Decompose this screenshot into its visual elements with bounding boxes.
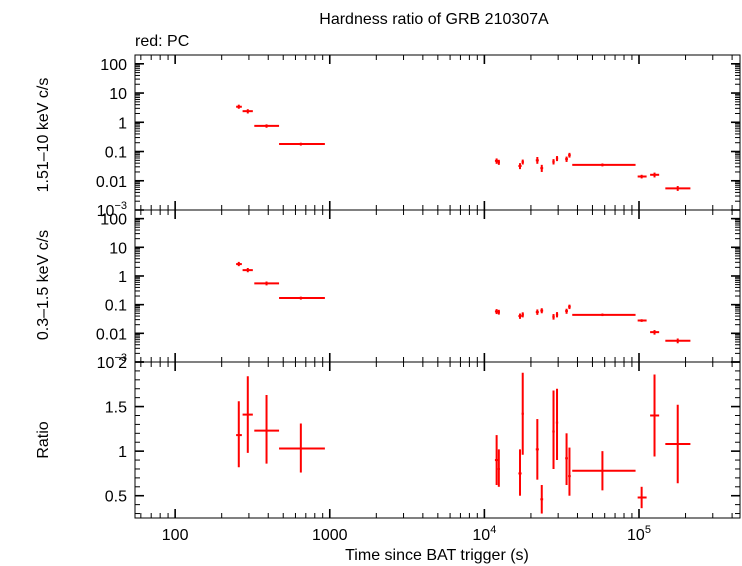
data-point-soft (494, 309, 499, 315)
data-point-hard (565, 156, 568, 162)
y-tick-label: 1.5 (105, 400, 127, 417)
data-point-ratio (637, 486, 647, 509)
plot-layer: 1001010.10.0110−31001010.10.0110−30.511.… (96, 54, 741, 544)
data-point-ratio (568, 447, 571, 496)
panel-frame-hard (134, 54, 741, 211)
panel-frame-ratio (134, 361, 741, 519)
data-point-soft (568, 304, 571, 310)
data-point-soft (565, 308, 568, 314)
x-tick-label: 1000 (312, 527, 348, 544)
data-point-hard (242, 109, 253, 114)
data-point-hard (665, 186, 691, 191)
data-point-hard (535, 156, 539, 164)
data-point-soft (540, 308, 544, 314)
data-point-hard (572, 163, 636, 167)
data-point-soft (279, 296, 325, 300)
data-point-soft (665, 338, 691, 344)
data-point-soft (497, 309, 500, 315)
data-point-hard (521, 159, 524, 165)
data-point-soft (572, 313, 636, 317)
y-tick-label: 1 (118, 444, 127, 461)
data-point-ratio (552, 390, 555, 469)
data-point-hard (650, 172, 660, 178)
data-point-hard (568, 152, 571, 158)
y-tick-label: 0.1 (105, 145, 127, 162)
x-axis-label: Time since BAT trigger (s) (345, 547, 529, 564)
data-point-soft (637, 319, 647, 322)
data-point-ratio (279, 423, 325, 473)
y-tick-label: 1 (118, 269, 127, 286)
data-point-soft (552, 314, 555, 320)
y-label-ratio: Ratio (35, 421, 52, 458)
data-point-soft (236, 261, 242, 267)
y-label-hard: 1.51–10 keV c/s (35, 78, 52, 193)
data-point-hard (494, 158, 499, 164)
data-point-ratio (254, 394, 280, 464)
data-point-hard (518, 163, 522, 170)
y-tick-label: 0.01 (96, 326, 127, 343)
data-point-ratio (236, 401, 242, 468)
data-point-soft (535, 309, 539, 315)
y-tick-label: 100 (100, 57, 127, 74)
x-tick-label: 104 (472, 524, 496, 544)
data-point-hard (540, 164, 544, 172)
y-tick-label: 100 (100, 212, 127, 229)
data-point-soft (521, 312, 524, 318)
data-point-soft (254, 281, 280, 286)
x-tick-label: 105 (627, 524, 651, 544)
data-point-ratio (540, 485, 544, 514)
chart-title: Hardness ratio of GRB 210307A (319, 11, 549, 28)
data-point-soft (555, 312, 559, 318)
y-tick-label: 2 (118, 355, 127, 372)
data-point-ratio (665, 404, 691, 484)
panel-frame-soft (134, 209, 741, 363)
data-point-ratio (497, 449, 500, 487)
y-tick-label: 0.01 (96, 174, 127, 191)
data-point-hard (637, 174, 647, 179)
x-tick-label: 100 (162, 527, 189, 544)
data-point-ratio (535, 419, 539, 480)
y-tick-label: 1 (118, 115, 127, 132)
data-point-ratio (242, 376, 253, 453)
y-tick-label: 0.1 (105, 298, 127, 315)
y-tick-label: 0.5 (105, 489, 127, 506)
mode-note: red: PC (135, 33, 189, 50)
data-point-ratio (565, 433, 568, 486)
data-point-ratio (650, 374, 660, 457)
y-tick-label: 10 (109, 86, 127, 103)
data-point-ratio (572, 451, 636, 491)
data-point-soft (518, 313, 522, 319)
data-point-ratio (521, 372, 524, 455)
data-point-hard (279, 142, 325, 146)
data-point-hard (497, 159, 500, 165)
data-point-hard (236, 104, 242, 109)
data-point-hard (254, 124, 280, 128)
data-point-hard (552, 159, 555, 165)
data-point-soft (242, 267, 253, 273)
data-point-ratio (518, 449, 522, 496)
data-point-ratio (494, 435, 499, 486)
y-tick-label: 10 (109, 240, 127, 257)
data-point-hard (555, 156, 559, 162)
data-point-ratio (555, 388, 559, 461)
y-label-soft: 0.3–1.5 keV c/s (35, 230, 52, 340)
data-point-soft (650, 330, 660, 335)
